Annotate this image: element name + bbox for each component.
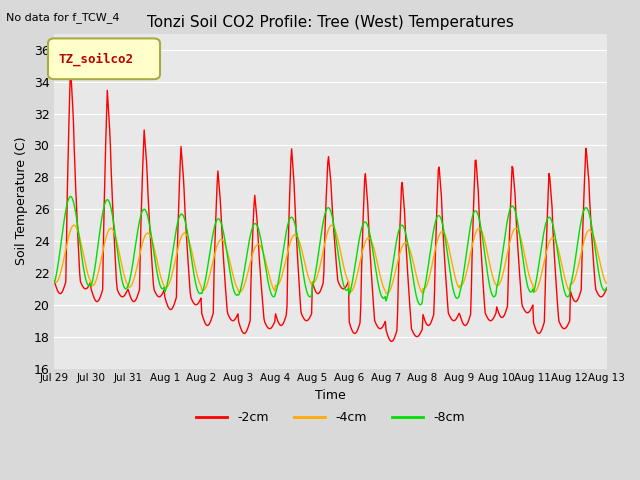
-2cm: [388, 338, 396, 344]
-2cm: [399, 189, 407, 195]
-4cm: [415, 283, 423, 289]
-2cm: [51, 278, 58, 284]
Legend: -2cm, -4cm, -8cm: -2cm, -4cm, -8cm: [191, 406, 470, 429]
-8cm: [399, 222, 406, 228]
-4cm: [173, 249, 181, 254]
-8cm: [67, 193, 74, 199]
-4cm: [603, 280, 611, 286]
Title: Tonzi Soil CO2 Profile: Tree (West) Temperatures: Tonzi Soil CO2 Profile: Tree (West) Temp…: [147, 15, 514, 30]
-4cm: [202, 283, 210, 289]
Y-axis label: Soil Temperature (C): Soil Temperature (C): [15, 137, 28, 265]
-8cm: [118, 276, 125, 282]
-4cm: [328, 222, 335, 228]
-8cm: [417, 302, 424, 308]
-8cm: [51, 280, 58, 286]
X-axis label: Time: Time: [315, 389, 346, 402]
-2cm: [67, 65, 74, 71]
Line: -2cm: -2cm: [54, 68, 607, 341]
-2cm: [603, 286, 611, 292]
Line: -4cm: -4cm: [54, 225, 607, 294]
-2cm: [60, 284, 68, 289]
-2cm: [174, 225, 182, 231]
Text: No data for f_TCW_4: No data for f_TCW_4: [6, 12, 120, 23]
-8cm: [60, 216, 68, 222]
-8cm: [603, 285, 611, 290]
-4cm: [60, 254, 68, 260]
-8cm: [204, 267, 211, 273]
Line: -8cm: -8cm: [54, 196, 607, 305]
-2cm: [415, 332, 423, 338]
-4cm: [51, 279, 58, 285]
-2cm: [118, 294, 125, 300]
Text: TZ_soilco2: TZ_soilco2: [59, 53, 134, 66]
-8cm: [174, 218, 182, 224]
-4cm: [117, 259, 125, 265]
-2cm: [204, 323, 211, 328]
-4cm: [383, 291, 391, 297]
-8cm: [415, 300, 422, 306]
-4cm: [399, 242, 407, 248]
